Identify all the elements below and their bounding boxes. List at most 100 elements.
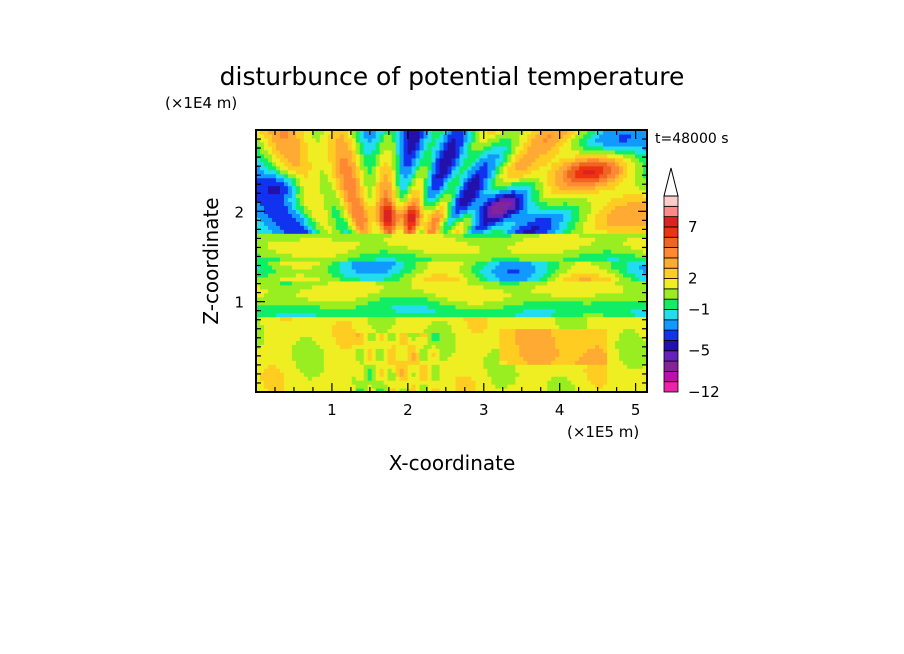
field-cell (355, 284, 361, 290)
field-cell (507, 388, 512, 392)
field-cell (503, 360, 508, 365)
field-cell (315, 280, 321, 286)
field-cell (527, 257, 532, 262)
field-cell (631, 380, 636, 385)
field-cell (399, 340, 405, 345)
field-cell (527, 209, 532, 214)
field-cell (299, 241, 305, 246)
field-cell (407, 296, 413, 302)
field-cell (411, 296, 417, 302)
field-cell (403, 284, 409, 290)
field-cell (623, 348, 628, 353)
field-cell (631, 304, 636, 310)
field-cell (339, 384, 345, 389)
field-cell (335, 292, 341, 298)
field-cell (559, 340, 564, 345)
field-cell (339, 328, 345, 334)
field-cell (307, 233, 313, 238)
field-cell (531, 189, 536, 195)
field-cell (563, 249, 568, 254)
field-cell (371, 233, 377, 238)
field-cell (291, 336, 297, 341)
field-cell (423, 280, 429, 286)
field-cell (403, 253, 409, 258)
field-cell (439, 268, 445, 274)
field-cell (383, 376, 389, 381)
field-cell (579, 261, 584, 266)
field-cell (515, 344, 520, 349)
field-cell (275, 280, 281, 286)
field-cell (423, 253, 429, 258)
field-cell (631, 364, 636, 369)
field-cell (619, 264, 624, 270)
field-cell (415, 332, 421, 338)
field-cell (419, 209, 425, 214)
field-cell (267, 372, 273, 377)
field-cell (547, 308, 552, 314)
field-cell (383, 356, 389, 361)
field-cell (403, 320, 409, 326)
field-cell (459, 272, 465, 278)
field-cell (283, 324, 289, 330)
field-cell (347, 264, 353, 270)
field-cell (611, 225, 616, 230)
field-cell (423, 336, 429, 341)
field-cell (627, 257, 632, 262)
field-cell (523, 324, 528, 330)
field-cell (575, 328, 580, 334)
field-cell (627, 276, 632, 282)
field-cell (535, 284, 540, 290)
field-cell (555, 197, 560, 203)
field-cell (327, 388, 333, 392)
field-cell (343, 209, 349, 214)
field-cell (539, 340, 544, 345)
field-cell (607, 276, 612, 282)
field-cell (367, 332, 373, 338)
field-cell (491, 360, 496, 365)
field-cell (463, 193, 469, 199)
field-cell (531, 360, 536, 365)
field-cell (399, 336, 405, 341)
field-cell (559, 368, 564, 373)
field-cell (555, 384, 560, 389)
field-cell (535, 213, 540, 218)
field-cell (375, 280, 381, 286)
field-cell (563, 320, 568, 326)
field-cell (523, 237, 528, 242)
field-cell (635, 292, 640, 298)
field-cell (535, 304, 540, 310)
field-cell (495, 376, 500, 381)
field-cell (427, 268, 433, 274)
field-cell (519, 253, 524, 258)
field-cell (599, 292, 604, 298)
field-cell (615, 197, 620, 203)
field-cell (639, 384, 644, 389)
field-cell (579, 340, 584, 345)
field-cell (591, 332, 596, 338)
field-cell (295, 348, 301, 353)
field-cell (479, 340, 485, 345)
field-cell (363, 225, 369, 230)
field-cell (435, 384, 441, 389)
field-cell (487, 364, 492, 369)
field-cell (291, 272, 297, 278)
field-cell (439, 284, 445, 290)
field-cell (603, 217, 608, 222)
field-cell (431, 384, 437, 389)
field-cell (295, 320, 301, 326)
field-cell (563, 376, 568, 381)
field-cell (431, 308, 437, 314)
field-cell (279, 217, 285, 222)
field-cell (275, 296, 281, 302)
field-cell (551, 376, 556, 381)
field-cell (575, 360, 580, 365)
field-cell (323, 340, 329, 345)
field-cell (567, 348, 572, 353)
field-cell (371, 245, 377, 250)
field-cell (571, 280, 576, 286)
field-cell (427, 316, 433, 322)
field-cell (443, 257, 449, 262)
field-cell (559, 264, 564, 270)
field-cell (519, 261, 524, 266)
field-cell (579, 360, 584, 365)
